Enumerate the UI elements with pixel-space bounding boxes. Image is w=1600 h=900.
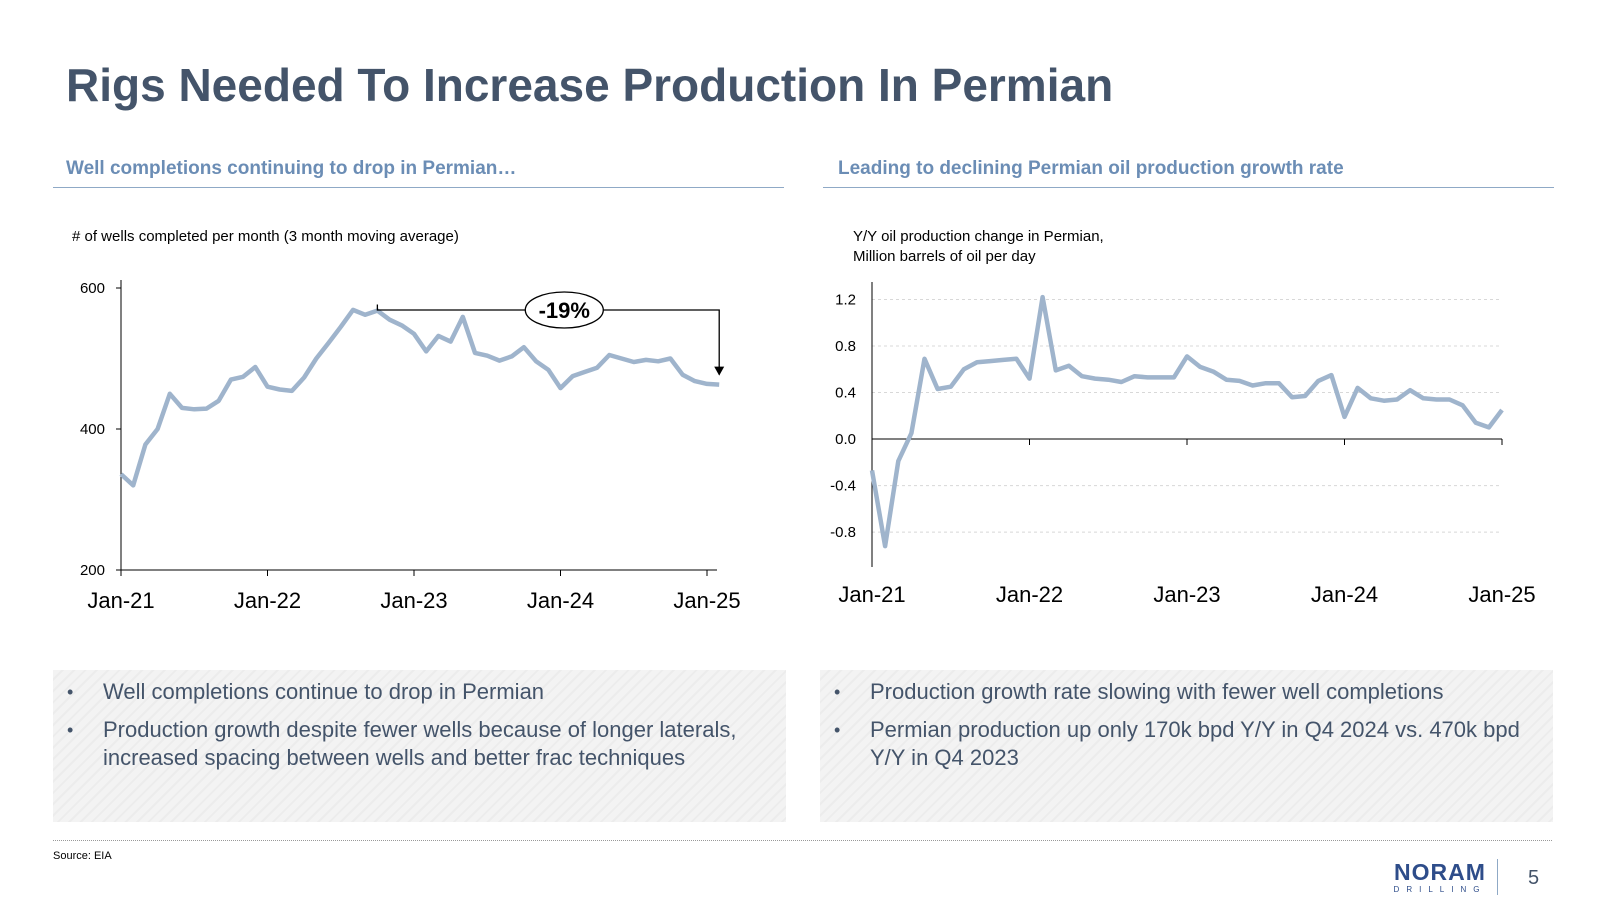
annotation-label: -19% xyxy=(539,298,590,323)
y-tick-label: -0.4 xyxy=(830,478,856,495)
series-line-well-completions xyxy=(119,307,720,488)
page-title: Rigs Needed To Increase Production In Pe… xyxy=(66,59,1114,111)
right-bullet-text: Permian production up only 170k bpd Y/Y … xyxy=(870,717,1520,770)
left-bullet-text: Production growth despite fewer wells be… xyxy=(103,717,737,770)
production-change-chart: -0.8 -0.4 0.0 0.4 0.8 1.2 Jan-21 Jan-22 Jan-23 Ja… xyxy=(830,282,1536,607)
right-chart-label-line-1: Y/Y oil production change in Permian, xyxy=(853,228,1104,245)
y-tick-label: 0.4 xyxy=(835,385,856,402)
x-tick-label: Jan-22 xyxy=(996,582,1063,607)
left-bullets-box: • Well completions continue to drop in Pe… xyxy=(53,670,786,822)
left-bullet-item: • Well completions continue to drop in Pe… xyxy=(53,678,786,706)
noram-logo: NORAM DRILLING xyxy=(1390,861,1490,895)
x-tick-label: Jan-21 xyxy=(87,588,154,613)
footer-rule xyxy=(53,840,1552,841)
right-chart-label-line-2: Million barrels of oil per day xyxy=(853,248,1036,265)
annotation-arrowhead xyxy=(714,366,725,376)
left-bullet-item: • Production growth despite fewer wells b… xyxy=(53,716,786,772)
bullet-icon: • xyxy=(834,682,841,702)
bullet-icon: • xyxy=(834,720,841,740)
series-line-production-change xyxy=(869,294,1504,549)
logo-word: NORAM xyxy=(1394,859,1486,885)
y-tick-label: 1.2 xyxy=(835,291,856,308)
y-tick-label: 400 xyxy=(80,421,105,438)
logo-divider xyxy=(1497,859,1498,895)
bullet-icon: • xyxy=(67,682,74,702)
x-tick-label: Jan-23 xyxy=(380,588,447,613)
well-completions-chart: 200 400 600 Jan-21 Jan-22 Jan-23 Jan-24 Jan-25 -… xyxy=(80,280,741,613)
y-tick-label: 200 xyxy=(80,562,105,579)
x-tick-label: Jan-25 xyxy=(673,588,740,613)
bullet-icon: • xyxy=(67,720,74,740)
x-tick-label: Jan-25 xyxy=(1468,582,1535,607)
right-bullet-item: • Permian production up only 170k bpd Y/Y… xyxy=(820,716,1553,772)
annotation-ellipse xyxy=(524,291,604,329)
page-number: 5 xyxy=(1528,867,1540,889)
y-tick-label: -0.8 xyxy=(830,524,856,541)
left-section-rule xyxy=(53,187,784,188)
x-tick-label: Jan-22 xyxy=(234,588,301,613)
x-tick-label: Jan-21 xyxy=(838,582,905,607)
logo-sub: DRILLING xyxy=(1393,885,1487,894)
right-bullets-box: • Production growth rate slowing with few… xyxy=(820,670,1553,822)
left-section-header: Well completions continuing to drop in P… xyxy=(66,158,517,179)
right-chart-label: Y/Y oil production change in Permian, Mi… xyxy=(853,227,1104,267)
left-bullet-text: Well completions continue to drop in Per… xyxy=(103,679,545,704)
x-tick-label: Jan-23 xyxy=(1153,582,1220,607)
y-tick-label: 0.0 xyxy=(835,431,856,448)
right-bullet-text: Production growth rate slowing with fewe… xyxy=(870,679,1444,704)
left-chart-label: # of wells completed per month (3 month … xyxy=(72,228,459,245)
right-section-header: Leading to declining Permian oil product… xyxy=(838,158,1344,179)
right-section-rule xyxy=(823,187,1554,188)
source-note: Source: EIA xyxy=(53,850,112,862)
right-bullet-item: • Production growth rate slowing with few… xyxy=(820,678,1553,706)
y-tick-label: 0.8 xyxy=(835,338,856,355)
x-tick-label: Jan-24 xyxy=(1311,582,1378,607)
y-tick-label: 600 xyxy=(80,280,105,297)
x-tick-label: Jan-24 xyxy=(527,588,594,613)
